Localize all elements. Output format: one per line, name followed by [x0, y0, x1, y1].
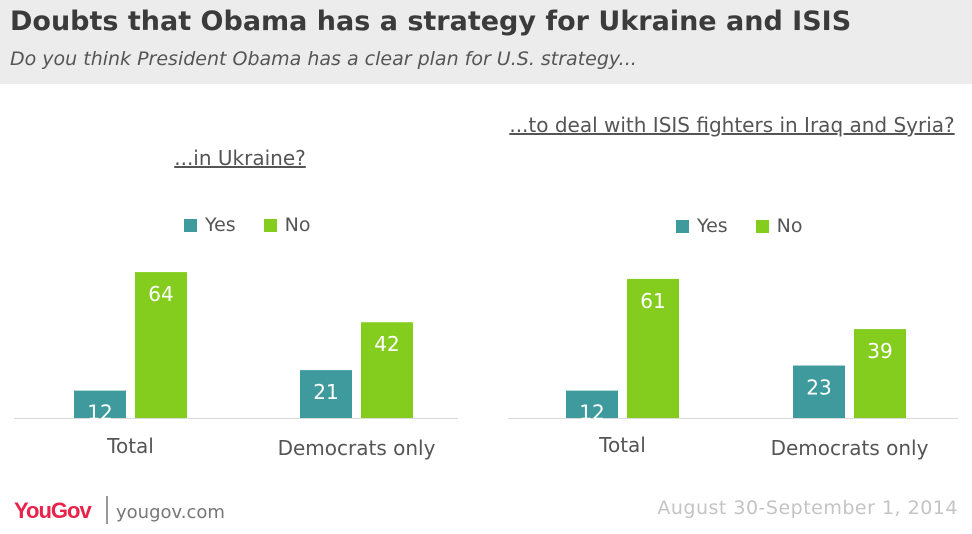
- legend-item-yes: Yes: [676, 215, 728, 237]
- category-label: Democrats only: [771, 436, 929, 460]
- legend-swatch-no: [755, 220, 769, 233]
- legend-label-no: No: [284, 214, 311, 236]
- panel-title-isis: ...to deal with ISIS fighters in Iraq an…: [509, 113, 955, 137]
- legend-label-yes: Yes: [697, 215, 728, 237]
- legend-item-no: No: [755, 215, 803, 237]
- bar-no-democrats-only: [854, 329, 906, 418]
- data-label: 23: [806, 376, 831, 400]
- legend-swatch-yes: [184, 219, 197, 232]
- category-label: Total: [598, 433, 646, 457]
- data-label: 21: [313, 380, 338, 404]
- footer-divider: [106, 496, 108, 524]
- data-label: 42: [374, 332, 399, 356]
- category-label: Total: [106, 434, 154, 458]
- legend-item-no: No: [263, 214, 311, 236]
- bar-yes-democrats-only: [300, 370, 352, 418]
- yougov-logo: YouGov: [14, 498, 92, 523]
- legend-swatch-yes: [676, 220, 689, 233]
- legend-ukraine: Yes No: [184, 214, 339, 236]
- legend-label-no: No: [776, 215, 803, 237]
- bar-yes-total: [74, 390, 126, 418]
- data-label: 64: [148, 282, 173, 306]
- bar-no-democrats-only: [361, 322, 413, 418]
- footer-date: August 30-September 1, 2014: [657, 497, 958, 519]
- legend-swatch-no: [263, 219, 277, 232]
- bar-yes-democrats-only: [793, 365, 845, 418]
- bar-yes-total: [566, 390, 618, 418]
- legend-label-yes: Yes: [205, 214, 236, 236]
- chart-subtitle: Do you think President Obama has a clear…: [10, 48, 637, 70]
- legend-isis: Yes No: [676, 215, 831, 237]
- legend-item-yes: Yes: [184, 214, 236, 236]
- bar-no-total: [627, 278, 679, 418]
- data-label: 12: [87, 401, 112, 425]
- data-label: 39: [867, 339, 892, 363]
- header-banner: Doubts that Obama has a strategy for Ukr…: [0, 0, 972, 84]
- category-label: Democrats only: [278, 436, 436, 460]
- footer-url: yougov.com: [116, 502, 225, 523]
- chart-title: Doubts that Obama has a strategy for Ukr…: [10, 6, 852, 37]
- data-label: 12: [579, 401, 604, 425]
- panel-title-ukraine: ...in Ukraine?: [174, 146, 306, 170]
- data-label: 61: [640, 289, 665, 313]
- bar-no-total: [135, 272, 187, 418]
